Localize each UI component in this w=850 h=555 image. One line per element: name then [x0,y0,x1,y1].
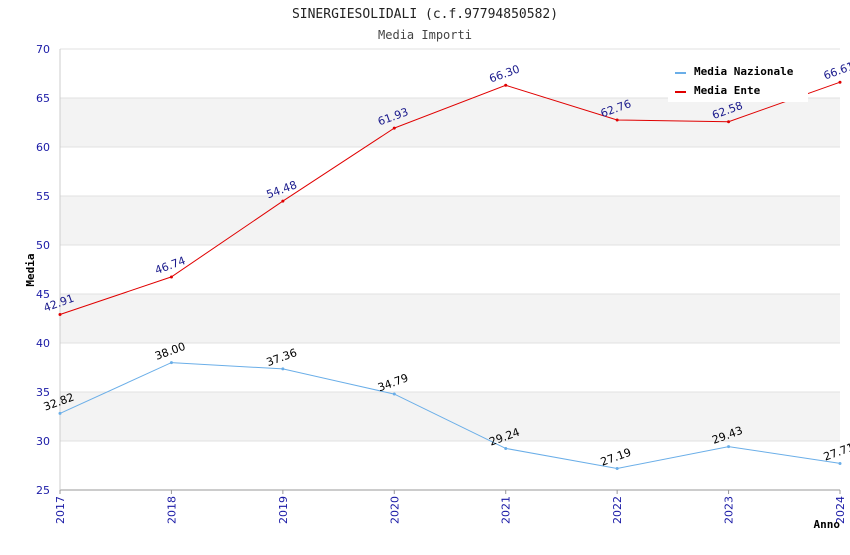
background-band [60,147,840,196]
background-band [60,343,840,392]
x-tick-label: 2020 [388,496,401,524]
background-band [60,245,840,294]
y-tick-label: 60 [36,141,50,154]
data-point-media-ente [838,80,842,84]
x-tick-label: 2023 [723,496,736,524]
x-tick-label: 2024 [834,496,847,524]
legend-label-media-ente: Media Ente [694,84,761,97]
series-lines [58,80,842,471]
legend-label-media-nazionale: Media Nazionale [694,65,794,78]
data-point-media-ente [727,120,731,124]
y-tick-label: 65 [36,92,50,105]
data-point-media-ente [615,118,619,122]
background-bands [60,49,840,490]
y-tick-label: 50 [36,239,50,252]
data-point-media-nazionale [281,367,285,371]
background-band [60,392,840,441]
data-point-media-ente [281,199,285,203]
data-point-media-nazionale [58,411,62,415]
background-band [60,441,840,490]
y-tick-label: 30 [36,435,50,448]
series-line-media-ente [59,81,841,315]
x-tick-label: 2017 [54,496,67,524]
data-point-media-nazionale [615,467,619,471]
data-point-media-nazionale [838,461,842,465]
y-tick-label: 25 [36,484,50,497]
data-point-media-nazionale [504,446,508,450]
x-axis-label: Anno [814,518,841,531]
x-tick-labels: 2017 2018 2019 2020 2021 2022 2023 2024 [54,490,847,524]
data-point-media-ente [169,275,173,279]
chart-subtitle: Media Importi [378,28,472,42]
x-tick-label: 2021 [500,496,513,524]
data-point-media-ente [392,126,396,130]
data-point-media-ente [504,83,508,87]
legend: Media Nazionale Media Ente [668,60,808,102]
chart-title: SINERGIESOLIDALI (c.f.97794850582) [292,7,558,22]
y-axis-label: Media [24,253,37,286]
data-point-media-nazionale [169,361,173,365]
y-tick-label: 35 [36,386,50,399]
y-tick-labels: 25 30 35 40 45 50 55 60 65 70 [36,43,50,497]
series-line-media-nazionale [59,362,841,470]
y-tick-label: 45 [36,288,50,301]
y-tick-label: 40 [36,337,50,350]
x-tick-label: 2022 [611,496,624,524]
x-tick-label: 2019 [277,496,290,524]
x-tick-label: 2018 [165,496,178,524]
gridlines [60,48,840,491]
background-band [60,196,840,245]
legend-background [668,60,808,102]
background-band [60,294,840,343]
y-tick-label: 55 [36,190,50,203]
data-point-media-nazionale [727,445,731,449]
data-point-media-nazionale [392,392,396,396]
y-tick-label: 70 [36,43,50,56]
data-point-media-ente [58,312,62,316]
